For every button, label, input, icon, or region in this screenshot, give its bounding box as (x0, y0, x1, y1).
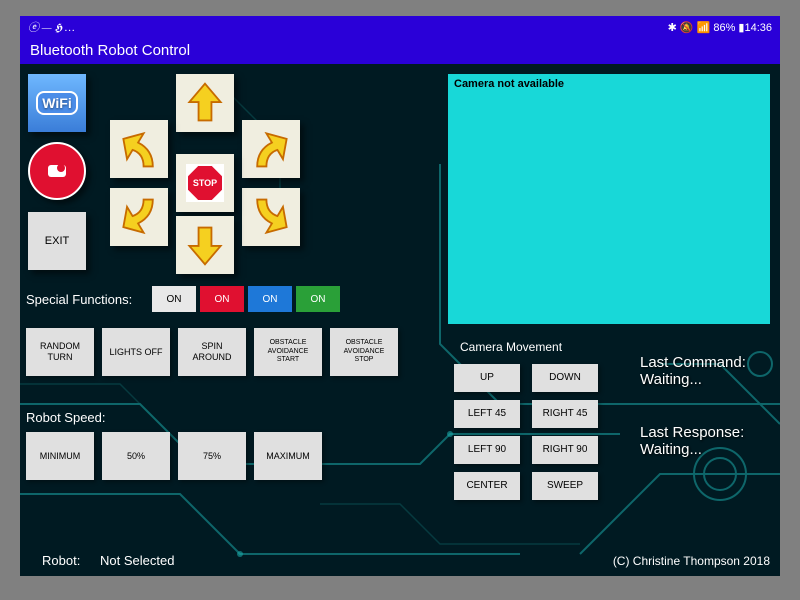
last-command-title: Last Command: (640, 354, 770, 371)
camera-up-button[interactable]: UP (454, 364, 520, 392)
robot-prefix-label: Robot: (42, 553, 80, 568)
copyright-text: (C) Christine Thompson 2018 (613, 554, 770, 568)
special-function-toggle-3[interactable]: ON (296, 286, 340, 312)
function-button-obstacle[interactable]: OBSTACLE AVOIDANCE STOP (330, 328, 398, 376)
special-function-toggle-1[interactable]: ON (200, 286, 244, 312)
app-title: Bluetooth Robot Control (20, 38, 780, 64)
special-functions-label: Special Functions: (26, 292, 132, 307)
arrow-down-left-button[interactable] (110, 188, 168, 246)
robot-speed-label: Robot Speed: (26, 410, 106, 425)
function-button-obstacle[interactable]: OBSTACLE AVOIDANCE START (254, 328, 322, 376)
arrow-up-left-button[interactable] (110, 120, 168, 178)
arrow-down-right-button[interactable] (242, 188, 300, 246)
speed-button-minimum[interactable]: MINIMUM (26, 432, 94, 480)
function-button-lights-off[interactable]: LIGHTS OFF (102, 328, 170, 376)
exit-label: EXIT (45, 235, 69, 247)
camera-left-45-button[interactable]: LEFT 45 (454, 400, 520, 428)
record-button[interactable] (28, 142, 86, 200)
camera-status-text: Camera not available (454, 78, 564, 90)
robot-selected-value: Not Selected (100, 553, 174, 568)
camera-movement-title: Camera Movement (460, 340, 562, 354)
special-function-toggle-2[interactable]: ON (248, 286, 292, 312)
stop-icon: STOP (186, 164, 224, 202)
wifi-button[interactable]: WiFi (28, 74, 86, 132)
speed-button-50pct[interactable]: 50% (102, 432, 170, 480)
stop-button[interactable]: STOP (176, 154, 234, 212)
last-response-title: Last Response: (640, 424, 770, 441)
camera-sweep-button[interactable]: SWEEP (532, 472, 598, 500)
last-response-block: Last Response: Waiting... (640, 424, 770, 458)
android-status-bar: ⓔ — 𝕳 … ✱ 🔕 📶 86% ▮14:36 (20, 16, 780, 38)
arrow-down-button[interactable] (176, 216, 234, 274)
arrow-up-button[interactable] (176, 74, 234, 132)
status-left-text: ⓔ — 𝕳 … (28, 19, 75, 35)
last-command-block: Last Command: Waiting... (640, 354, 770, 388)
status-right-text: ✱ 🔕 📶 86% ▮14:36 (668, 21, 772, 34)
wifi-icon: WiFi (36, 91, 77, 115)
camera-right-45-button[interactable]: RIGHT 45 (532, 400, 598, 428)
camera-center-button[interactable]: CENTER (454, 472, 520, 500)
function-button-spin[interactable]: SPIN AROUND (178, 328, 246, 376)
last-response-value: Waiting... (640, 441, 770, 458)
speed-button-75pct[interactable]: 75% (178, 432, 246, 480)
last-command-value: Waiting... (640, 371, 770, 388)
camera-down-button[interactable]: DOWN (532, 364, 598, 392)
speed-button-maximum[interactable]: MAXIMUM (254, 432, 322, 480)
special-function-toggle-0[interactable]: ON (152, 286, 196, 312)
camera-preview: Camera not available (448, 74, 770, 324)
function-button-random[interactable]: RANDOM TURN (26, 328, 94, 376)
camera-left-90-button[interactable]: LEFT 90 (454, 436, 520, 464)
arrow-up-right-button[interactable] (242, 120, 300, 178)
camera-right-90-button[interactable]: RIGHT 90 (532, 436, 598, 464)
exit-button[interactable]: EXIT (28, 212, 86, 270)
